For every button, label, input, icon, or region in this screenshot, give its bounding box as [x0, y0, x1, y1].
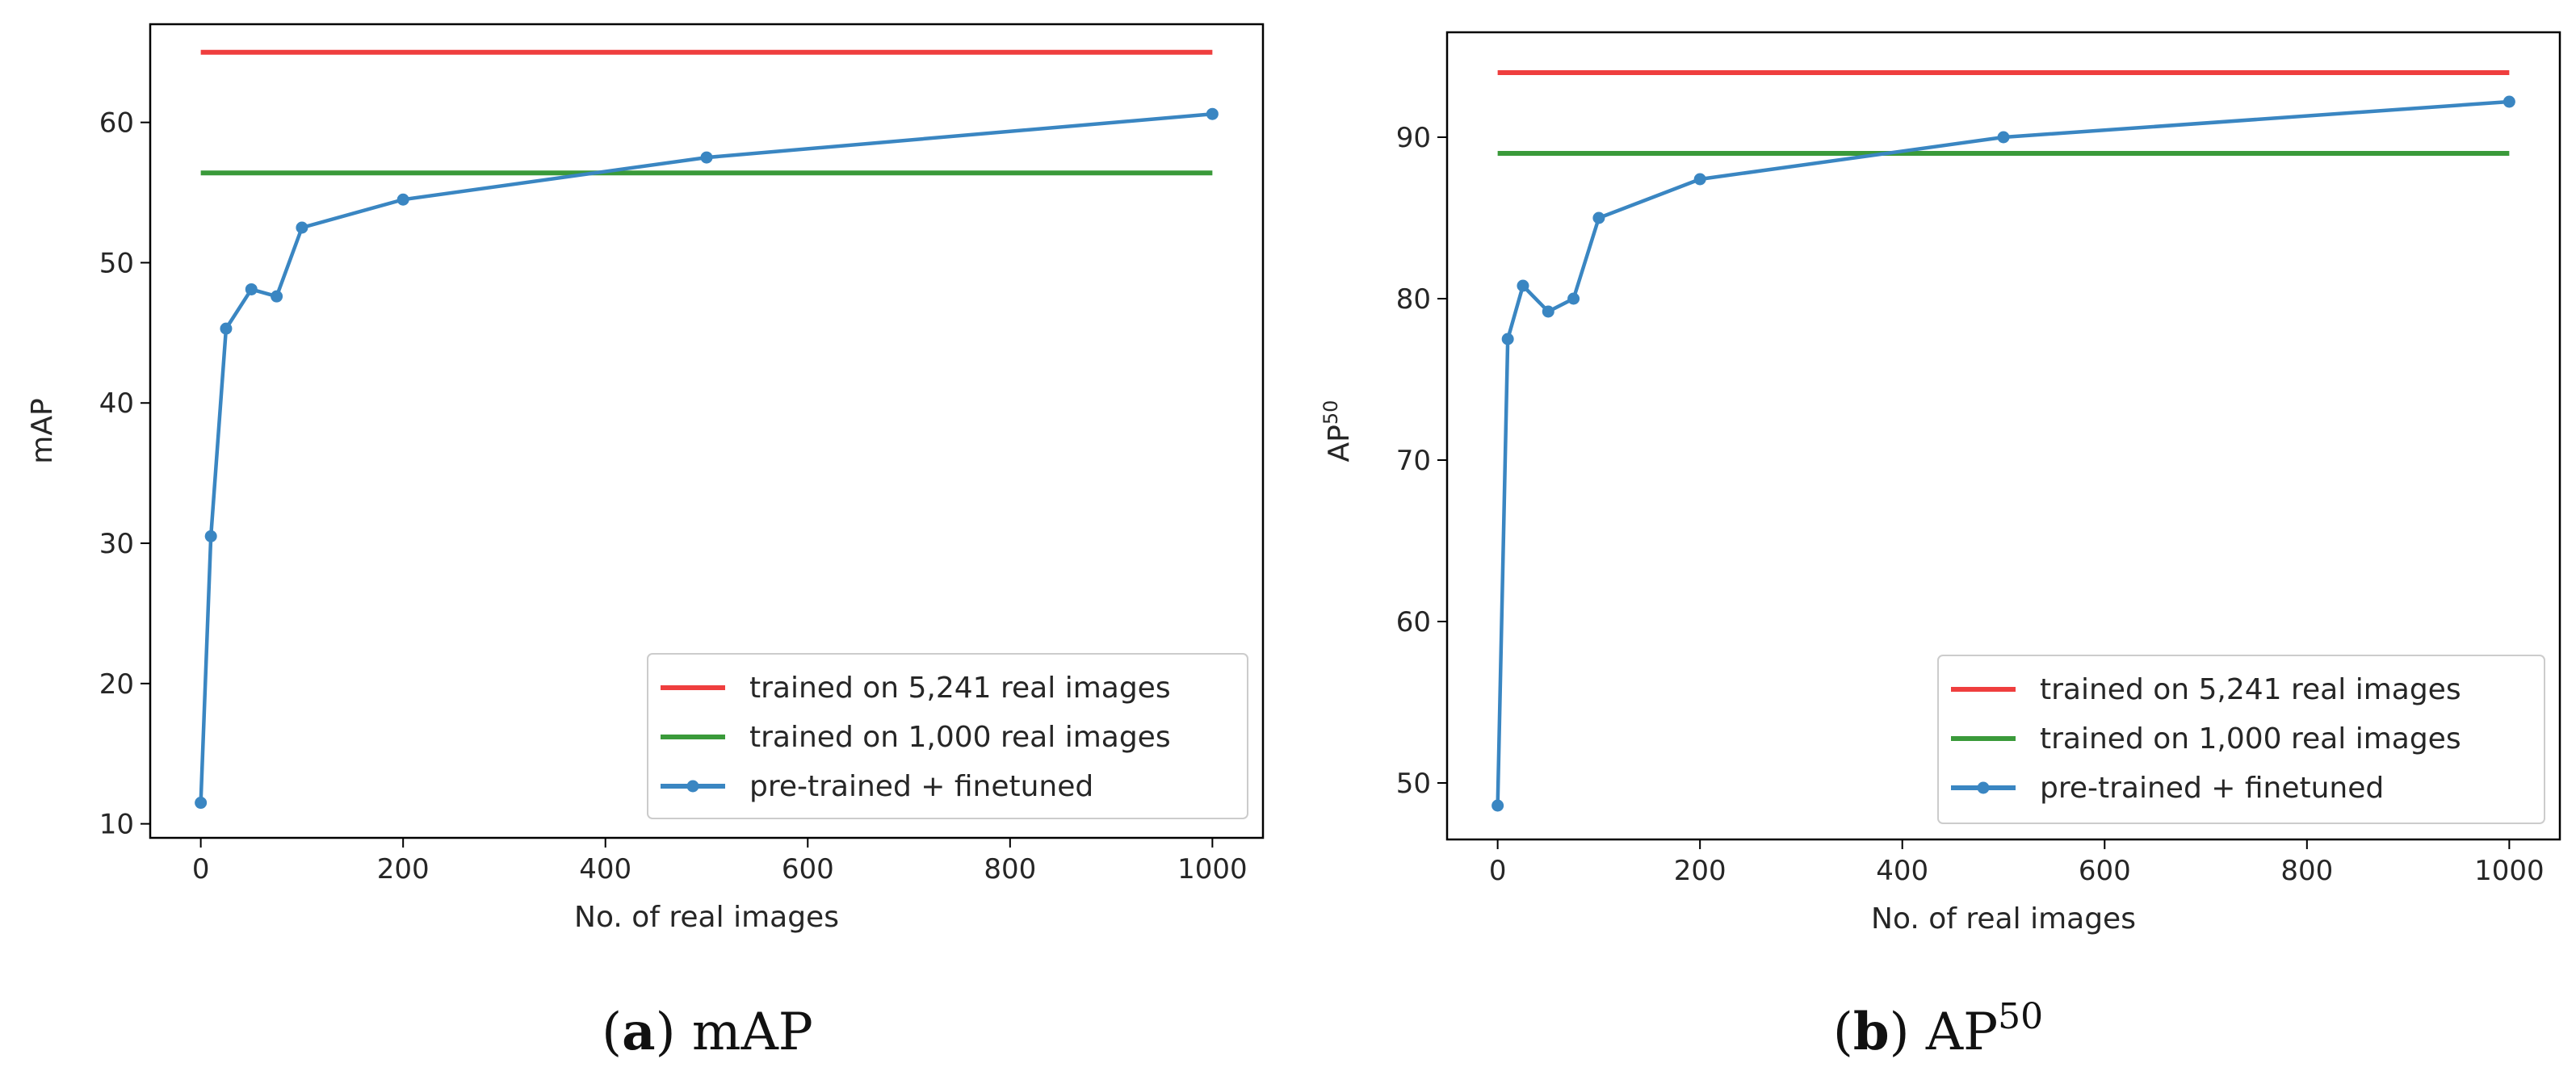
data-point	[1206, 107, 1219, 120]
data-point	[1501, 333, 1514, 345]
legend-box	[647, 653, 1248, 819]
legend-label: pre-trained + finetuned	[2040, 772, 2384, 805]
x-tick-label: 1000	[1177, 853, 1248, 885]
data-point	[1567, 292, 1580, 305]
x-tick-label: 1000	[2474, 855, 2545, 887]
y-tick-label: 70	[1396, 445, 1431, 477]
y-axis-label-text: mAP	[26, 398, 59, 463]
data-point	[2503, 95, 2515, 108]
x-tick-label: 200	[1674, 855, 1726, 887]
caption-close-paren: )	[1890, 1003, 1926, 1062]
caption-close-paren: )	[656, 1003, 692, 1062]
y-axis-label: mAP	[26, 398, 59, 463]
legend-marker	[1977, 781, 1990, 794]
x-tick-label: 400	[1876, 855, 1928, 887]
plot-frame	[149, 23, 1265, 839]
y-axis-label-sup: 50	[1319, 400, 1342, 425]
legend-label: trained on 1,000 real images	[749, 721, 1171, 754]
caption-open-paren: (	[602, 1003, 622, 1062]
y-tick-label: 40	[99, 387, 134, 420]
x-tick-label: 400	[579, 853, 631, 885]
data-point	[271, 290, 283, 303]
data-point	[204, 530, 217, 542]
chart-panel-a: 0 200 400 600 800 1000 10 20 30 40 50 60 No. of real…	[26, 23, 1265, 1062]
legend: trained on 5,241 real images trained on 1…	[647, 653, 1248, 819]
y-tick-label: 60	[1396, 606, 1431, 638]
legend-label: pre-trained + finetuned	[749, 770, 1093, 803]
x-tick-label: 800	[2280, 855, 2333, 887]
caption-text: AP	[1925, 1003, 1998, 1062]
data-point	[1491, 799, 1504, 812]
y-tick-label: 10	[99, 809, 134, 841]
legend-label: trained on 5,241 real images	[2040, 673, 2461, 706]
figure-caption: (b) AP50	[1833, 996, 2043, 1062]
x-tick-label: 200	[377, 853, 430, 885]
data-point	[700, 151, 713, 164]
y-tick-label: 80	[1396, 283, 1431, 316]
y-axis-label-text: AP	[1323, 425, 1356, 462]
data-point	[1542, 305, 1554, 318]
caption-sup: 50	[1998, 996, 2043, 1037]
x-tick-label: 600	[782, 853, 834, 885]
legend-marker	[686, 780, 699, 793]
data-point	[396, 193, 409, 206]
caption-open-paren: (	[1833, 1003, 1853, 1062]
y-tick-label: 20	[99, 668, 134, 701]
figure-caption: (a) mAP	[602, 1002, 813, 1062]
y-tick-label: 90	[1396, 122, 1431, 154]
data-point	[1997, 131, 2010, 144]
x-axis-label: No. of real images	[574, 901, 839, 934]
x-tick-label: 0	[1489, 855, 1507, 887]
data-point	[1517, 279, 1529, 292]
data-point	[245, 283, 258, 295]
y-tick-label: 50	[99, 247, 134, 279]
caption-letter: b	[1853, 1002, 1890, 1062]
data-point	[296, 221, 308, 234]
y-axis-label: AP50	[1319, 400, 1356, 463]
y-tick-label: 60	[99, 107, 134, 140]
legend-box	[1937, 655, 2545, 824]
legend: trained on 5,241 real images trained on 1…	[1937, 655, 2545, 824]
legend-label: trained on 5,241 real images	[749, 672, 1171, 705]
data-point	[1693, 173, 1706, 186]
data-point	[220, 322, 233, 335]
y-tick-label: 50	[1396, 768, 1431, 800]
data-point	[195, 797, 208, 810]
plot-frame	[1445, 31, 2561, 841]
x-tick-label: 0	[192, 853, 210, 885]
x-tick-label: 800	[984, 853, 1036, 885]
x-tick-label: 600	[2079, 855, 2131, 887]
legend-label: trained on 1,000 real images	[2040, 722, 2461, 756]
chart-panel-b: 0 200 400 600 800 1000 50 60 70 80 90 No. of real i…	[1319, 31, 2561, 1062]
x-axis-label: No. of real images	[1871, 902, 2136, 936]
caption-letter: a	[622, 1002, 655, 1062]
caption-text: mAP	[692, 1003, 813, 1062]
y-tick-label: 30	[99, 528, 134, 560]
data-point	[1592, 211, 1605, 224]
